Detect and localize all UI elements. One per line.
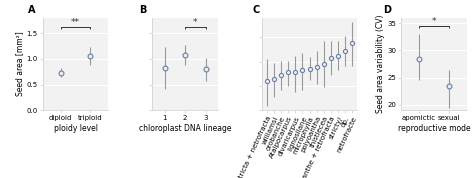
Text: C: C xyxy=(252,5,260,15)
X-axis label: chloroplast DNA lineage: chloroplast DNA lineage xyxy=(139,124,231,133)
Text: **: ** xyxy=(71,18,80,27)
Text: *: * xyxy=(432,17,436,25)
X-axis label: reproductive mode: reproductive mode xyxy=(398,124,470,133)
Y-axis label: Seed area [mm²]: Seed area [mm²] xyxy=(15,32,24,96)
Text: *: * xyxy=(193,18,198,27)
Text: D: D xyxy=(383,5,391,15)
Text: B: B xyxy=(139,5,146,15)
Text: A: A xyxy=(28,5,36,15)
X-axis label: ploidy level: ploidy level xyxy=(54,124,98,133)
Y-axis label: Seed area variability (CV): Seed area variability (CV) xyxy=(375,15,384,113)
